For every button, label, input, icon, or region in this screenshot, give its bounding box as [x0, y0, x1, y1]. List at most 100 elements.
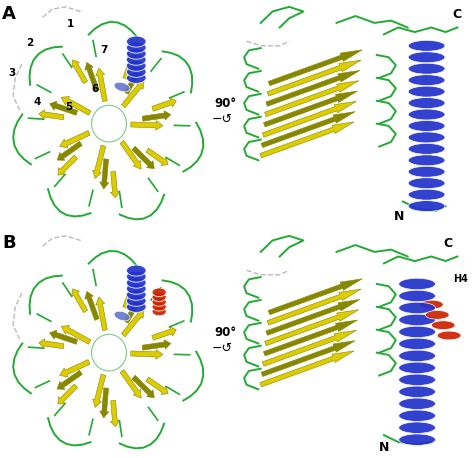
Ellipse shape: [127, 72, 146, 83]
FancyArrow shape: [142, 340, 171, 350]
Text: 90°: 90°: [215, 97, 237, 109]
Ellipse shape: [408, 132, 445, 143]
FancyArrow shape: [85, 291, 99, 321]
FancyArrow shape: [146, 377, 168, 394]
Ellipse shape: [408, 40, 445, 51]
Ellipse shape: [399, 386, 436, 398]
Text: 7: 7: [100, 45, 108, 55]
FancyArrow shape: [61, 326, 91, 344]
Text: N: N: [393, 210, 404, 223]
FancyArrow shape: [100, 388, 109, 418]
Ellipse shape: [419, 300, 443, 309]
Text: C: C: [453, 8, 462, 22]
FancyArrow shape: [267, 60, 361, 96]
FancyArrow shape: [262, 330, 356, 366]
Ellipse shape: [408, 166, 445, 177]
Ellipse shape: [127, 265, 146, 276]
FancyArrow shape: [60, 131, 90, 148]
FancyArrow shape: [57, 141, 82, 160]
FancyArrow shape: [60, 360, 90, 377]
FancyArrow shape: [268, 50, 362, 86]
FancyArrow shape: [50, 101, 78, 115]
Ellipse shape: [399, 302, 436, 314]
Ellipse shape: [399, 362, 436, 374]
FancyArrow shape: [260, 122, 354, 158]
Ellipse shape: [399, 338, 436, 349]
FancyArrow shape: [72, 60, 88, 84]
Ellipse shape: [399, 290, 436, 302]
Ellipse shape: [127, 283, 146, 294]
FancyArrow shape: [264, 91, 357, 127]
Ellipse shape: [408, 120, 445, 131]
FancyArrow shape: [266, 300, 360, 335]
Ellipse shape: [431, 321, 455, 330]
FancyArrow shape: [124, 67, 141, 94]
Ellipse shape: [152, 307, 166, 316]
FancyArrow shape: [261, 341, 355, 376]
Ellipse shape: [425, 311, 449, 319]
FancyArrow shape: [262, 101, 356, 137]
Ellipse shape: [399, 410, 436, 421]
Ellipse shape: [127, 48, 146, 59]
Text: C: C: [443, 237, 452, 251]
Text: 1: 1: [66, 20, 74, 29]
Ellipse shape: [399, 278, 436, 289]
FancyArrow shape: [264, 81, 359, 117]
Text: 5: 5: [65, 102, 73, 112]
Ellipse shape: [408, 155, 445, 166]
FancyArrow shape: [61, 97, 91, 115]
Ellipse shape: [408, 189, 445, 200]
Ellipse shape: [408, 178, 445, 189]
Text: A: A: [2, 5, 16, 22]
Ellipse shape: [408, 98, 445, 109]
Ellipse shape: [127, 289, 146, 300]
FancyArrow shape: [131, 120, 163, 130]
FancyArrow shape: [120, 370, 141, 398]
FancyArrow shape: [120, 141, 141, 169]
Ellipse shape: [408, 86, 445, 97]
FancyArrow shape: [131, 349, 163, 359]
Ellipse shape: [127, 66, 146, 77]
FancyArrow shape: [142, 111, 171, 121]
Ellipse shape: [127, 271, 146, 282]
Text: 3: 3: [9, 68, 16, 77]
FancyArrow shape: [100, 159, 109, 189]
Text: 6: 6: [91, 84, 99, 93]
FancyArrow shape: [92, 374, 106, 408]
FancyArrow shape: [261, 112, 355, 147]
Ellipse shape: [437, 331, 461, 340]
Text: H4: H4: [453, 274, 467, 284]
FancyArrow shape: [50, 330, 78, 344]
FancyArrow shape: [85, 62, 99, 92]
Ellipse shape: [408, 75, 445, 86]
Ellipse shape: [127, 54, 146, 65]
FancyArrow shape: [39, 110, 64, 120]
FancyArrow shape: [123, 54, 136, 80]
FancyArrow shape: [58, 155, 78, 175]
Ellipse shape: [152, 298, 166, 306]
FancyArrow shape: [146, 148, 168, 165]
FancyArrow shape: [121, 310, 144, 337]
Ellipse shape: [399, 398, 436, 409]
Ellipse shape: [152, 302, 166, 311]
Ellipse shape: [127, 301, 146, 312]
FancyArrow shape: [92, 145, 106, 179]
FancyArrow shape: [124, 296, 141, 323]
Ellipse shape: [127, 42, 146, 53]
Ellipse shape: [114, 311, 130, 321]
FancyArrow shape: [96, 68, 107, 102]
Ellipse shape: [114, 82, 130, 92]
FancyArrow shape: [132, 146, 155, 169]
FancyArrow shape: [123, 283, 136, 309]
Text: 90°: 90°: [215, 326, 237, 338]
FancyArrow shape: [264, 310, 359, 346]
FancyArrow shape: [72, 289, 88, 313]
Ellipse shape: [408, 109, 445, 120]
Ellipse shape: [399, 314, 436, 326]
Ellipse shape: [127, 295, 146, 306]
FancyArrow shape: [121, 81, 144, 108]
FancyArrow shape: [260, 351, 354, 387]
FancyArrow shape: [266, 71, 360, 106]
Ellipse shape: [399, 374, 436, 386]
FancyArrow shape: [267, 289, 361, 325]
